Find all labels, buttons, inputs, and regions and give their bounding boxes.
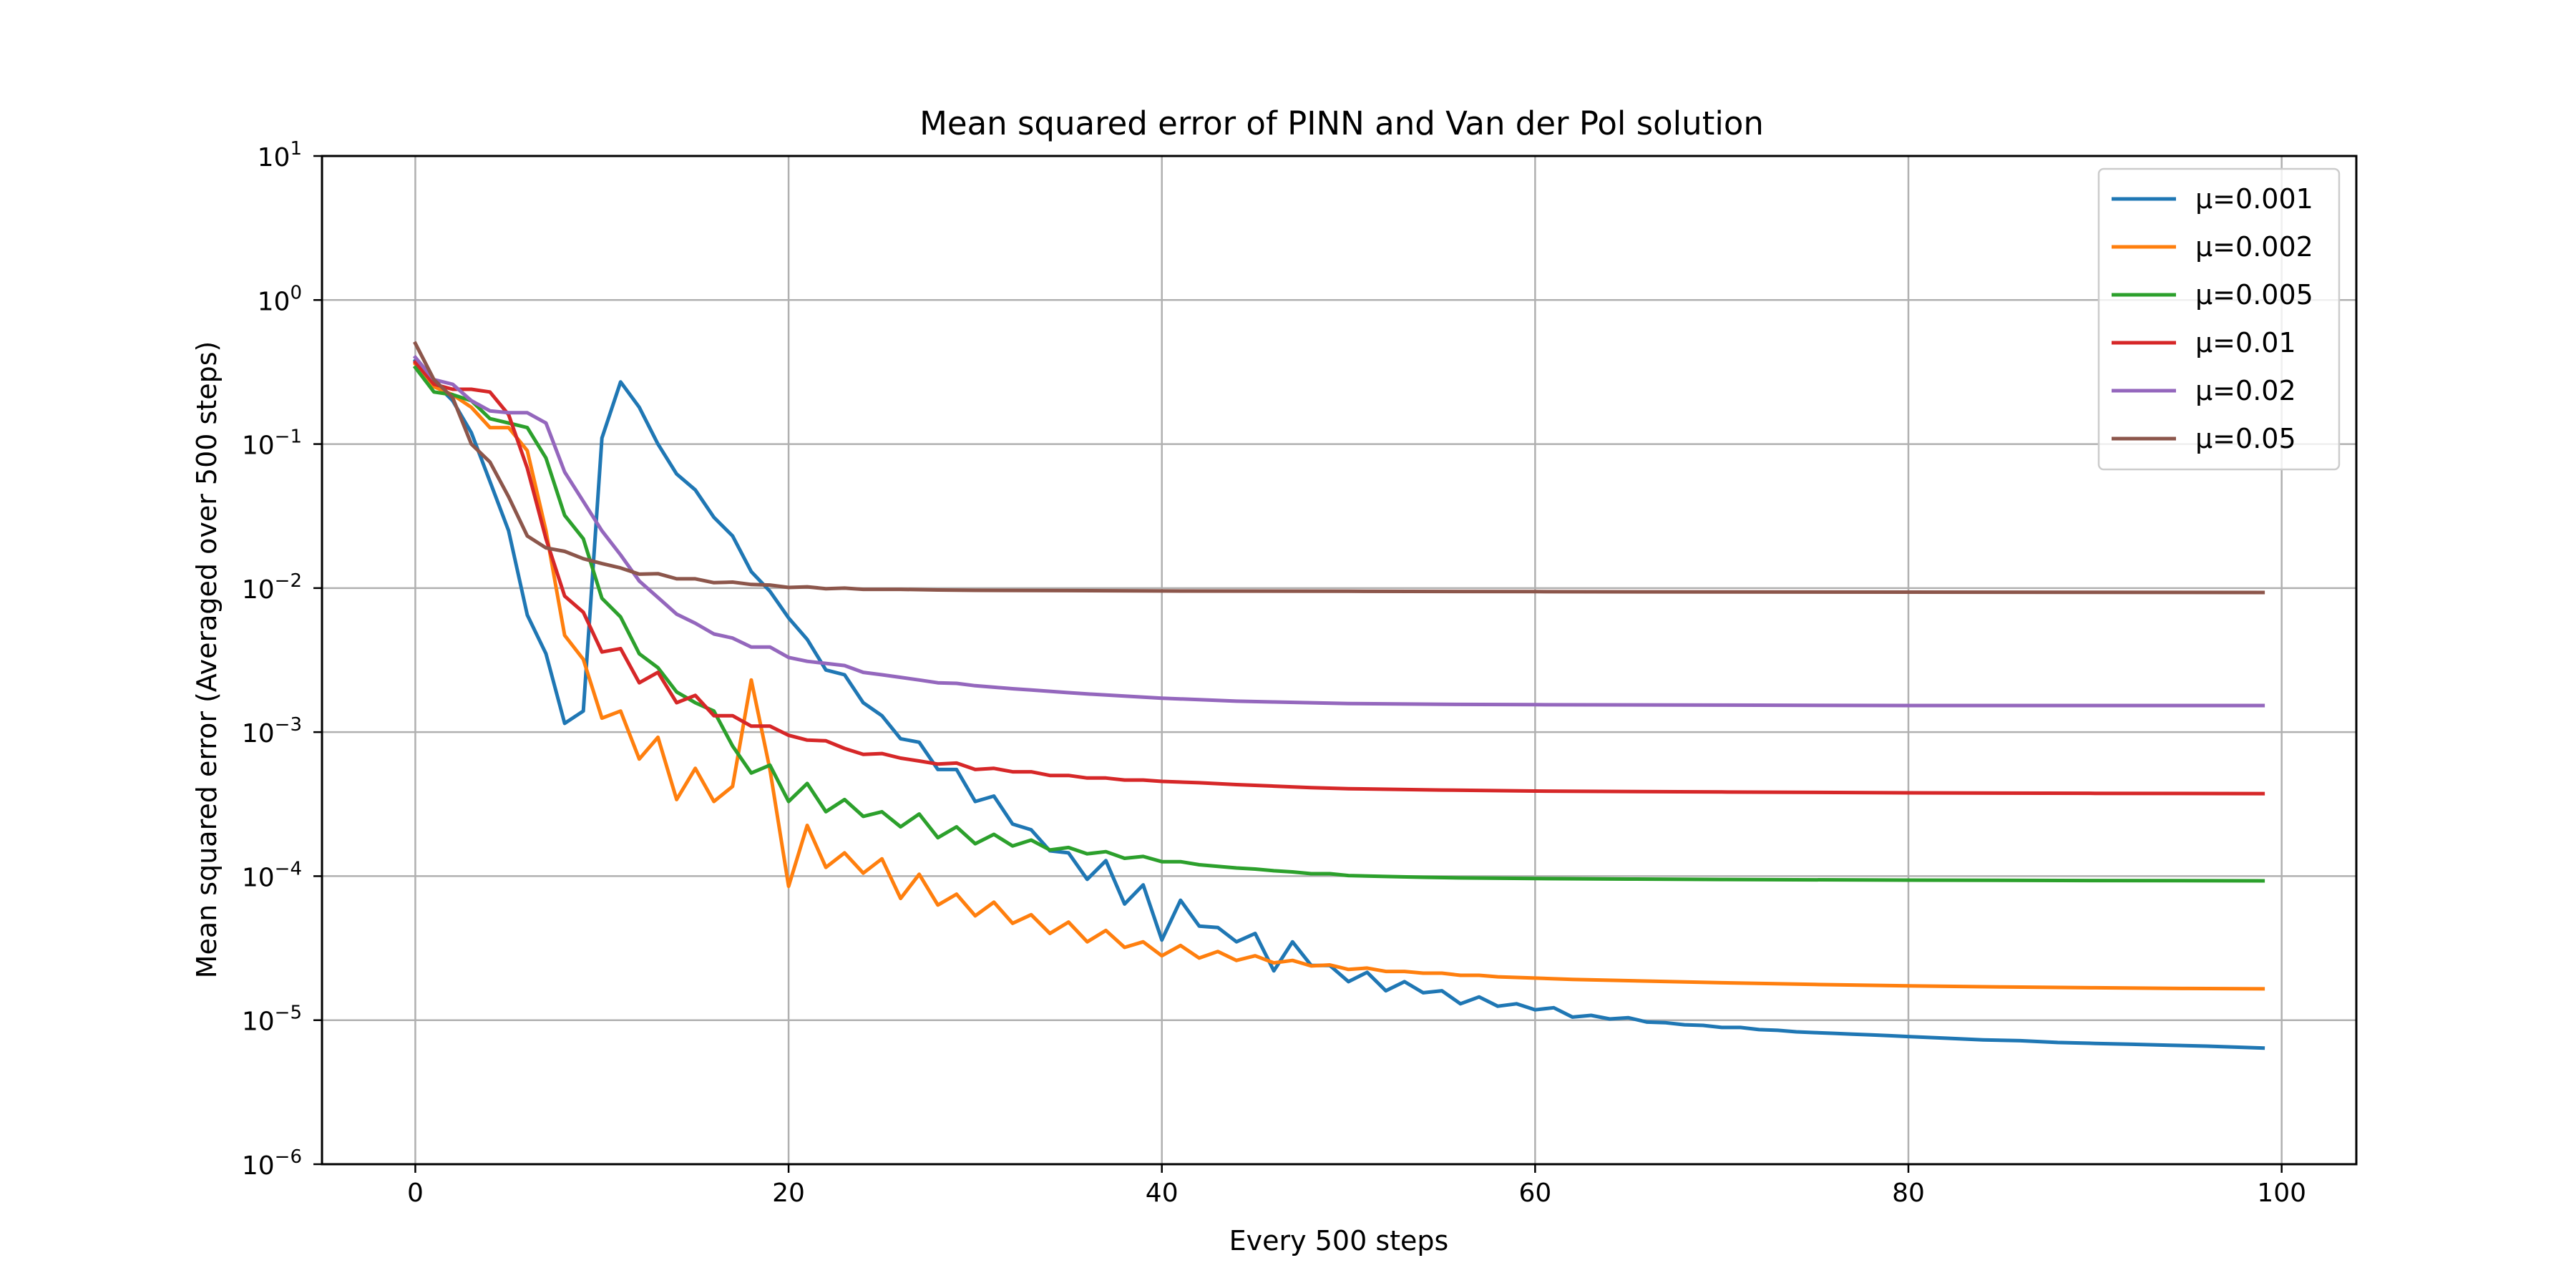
- y-tick-base: 10: [242, 1151, 275, 1181]
- legend-entry: μ=0.002: [2195, 231, 2313, 263]
- y-tick-base: 10: [258, 287, 291, 316]
- legend-box: [2097, 167, 2341, 471]
- y-tick-label: 10−4: [242, 858, 302, 892]
- y-tick-label: 10−2: [242, 570, 302, 605]
- y-tick-label: 10−6: [242, 1146, 302, 1181]
- y-tick-base: 10: [242, 1008, 275, 1037]
- x-axis-label: Every 500 steps: [1229, 1225, 1449, 1257]
- y-tick-label: 100: [258, 282, 302, 316]
- y-tick-base: 10: [258, 143, 291, 172]
- legend-entry: μ=0.05: [2195, 423, 2296, 454]
- y-tick-exponent: −6: [275, 1146, 302, 1168]
- series-line: [412, 354, 2265, 708]
- x-axis-ticks: 0 20 40 60 80 100: [407, 1164, 2306, 1208]
- chart-title: Mean squared error of PINN and Van der P…: [919, 104, 1764, 142]
- legend-entry: μ=0.01: [2195, 327, 2296, 358]
- y-tick-label: 10−5: [242, 1002, 302, 1037]
- series-line: [412, 365, 2265, 883]
- plot-series: [412, 341, 2265, 1050]
- series-line: [412, 358, 2265, 1050]
- series-line: [412, 359, 2265, 796]
- plot-frame: [321, 155, 2358, 1166]
- x-tick-label: 40: [1146, 1179, 1179, 1208]
- y-tick-label: 101: [258, 138, 302, 172]
- y-tick-exponent: −1: [275, 426, 302, 448]
- y-tick-exponent: 1: [290, 138, 302, 160]
- x-tick-label: 80: [1892, 1179, 1925, 1208]
- y-tick-label: 10−1: [242, 426, 302, 461]
- y-tick-exponent: −4: [275, 858, 302, 879]
- y-tick-base: 10: [242, 863, 275, 892]
- x-tick-label: 60: [1518, 1179, 1551, 1208]
- legend-entry: μ=0.02: [2195, 375, 2296, 406]
- y-tick-exponent: 0: [290, 282, 302, 303]
- y-tick-exponent: −5: [275, 1002, 302, 1024]
- x-tick-label: 0: [407, 1179, 424, 1208]
- series-line: [413, 341, 2265, 595]
- y-axis-label: Mean squared error (Averaged over 500 st…: [191, 341, 223, 979]
- y-tick-base: 10: [242, 719, 275, 748]
- series-line: [412, 361, 2265, 991]
- x-tick-label: 20: [772, 1179, 805, 1208]
- y-tick-base: 10: [242, 575, 275, 605]
- y-tick-base: 10: [242, 431, 275, 461]
- legend-entry: μ=0.005: [2195, 279, 2313, 311]
- x-tick-label: 100: [2257, 1179, 2306, 1208]
- legend-entry: μ=0.001: [2195, 183, 2313, 215]
- y-tick-exponent: −2: [275, 570, 302, 592]
- y-tick-exponent: −3: [275, 714, 302, 736]
- y-tick-label: 10−3: [242, 714, 302, 748]
- legend: μ=0.001 μ=0.002 μ=0.005 μ=0.01 μ=0.02 μ=0.05: [2097, 167, 2341, 471]
